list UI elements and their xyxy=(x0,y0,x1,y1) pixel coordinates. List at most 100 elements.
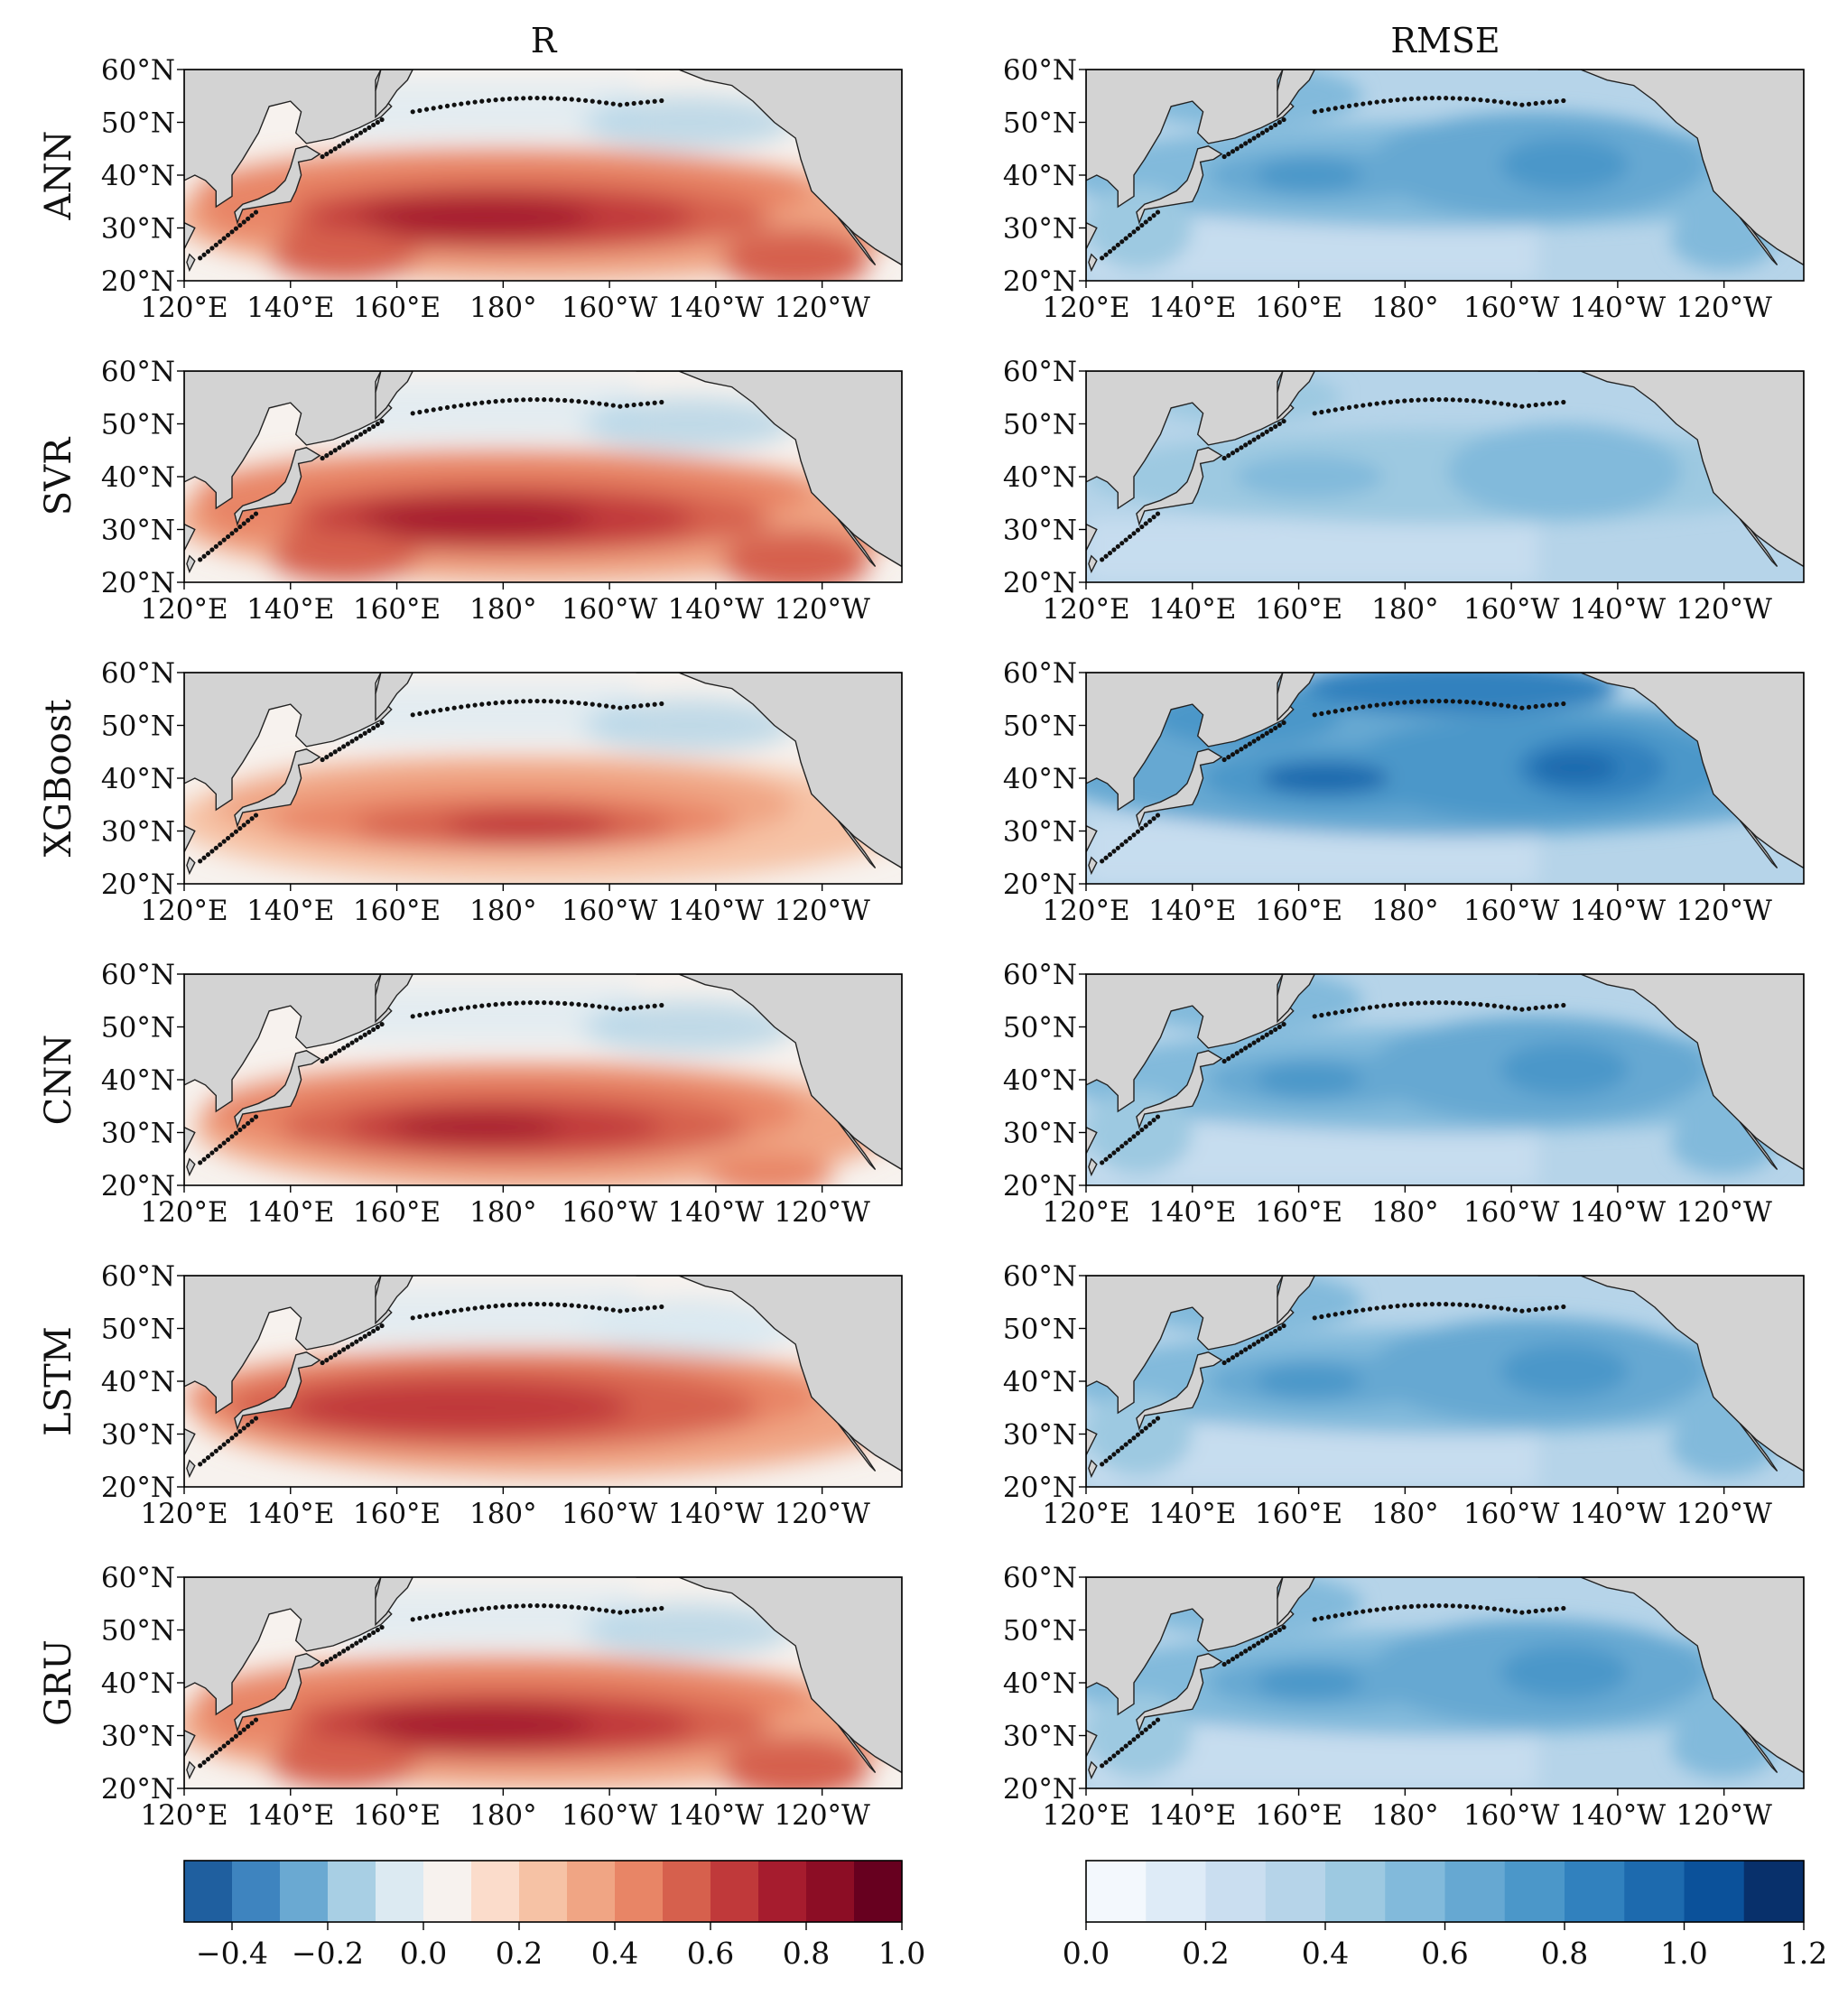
island-chain-1 xyxy=(1100,1416,1161,1467)
field-contour-4 xyxy=(391,1111,562,1144)
colorbar-swatch xyxy=(854,1861,903,1922)
lon-tick-label: 180° xyxy=(1371,1799,1439,1832)
lon-tick-label: 140°W xyxy=(1570,593,1667,626)
colorbar-tick-label: −0.4 xyxy=(196,1936,268,1971)
landmass-4 xyxy=(837,1121,877,1170)
island-chain-2 xyxy=(1221,1021,1286,1064)
landmass-1 xyxy=(184,523,196,582)
island-chain-2 xyxy=(320,1323,385,1366)
lat-tick-label: 20°N xyxy=(101,265,175,298)
lat-tick-label: 30°N xyxy=(1003,213,1077,246)
landmass-1 xyxy=(184,221,196,281)
lon-tick-label: 160°E xyxy=(1255,593,1342,626)
lat-tick-label: 30°N xyxy=(1003,515,1077,547)
lon-tick-label: 160°W xyxy=(1463,1196,1560,1229)
colorbar-tick-label: 0.0 xyxy=(1063,1936,1110,1971)
landmass-1 xyxy=(184,1427,196,1487)
row-label-lstm: LSTM xyxy=(38,1326,79,1436)
landmass-4 xyxy=(837,820,877,868)
landmass-6 xyxy=(1136,145,1223,225)
lon-tick-label: 180° xyxy=(469,1799,537,1832)
landmass-2 xyxy=(375,673,413,722)
lat-tick-label: 20°N xyxy=(101,868,175,901)
column-title-rmse: RMSE xyxy=(1390,21,1500,60)
landmass-4 xyxy=(837,1423,877,1472)
colorbar-swatch xyxy=(519,1861,568,1922)
lon-tick-label: 120°E xyxy=(1042,1498,1129,1530)
island-chain-0 xyxy=(410,95,664,115)
landmass-5 xyxy=(186,856,196,876)
landmass-6 xyxy=(1136,1351,1223,1431)
colorbar-swatch xyxy=(1385,1861,1446,1922)
lon-tick-label: 120°E xyxy=(1042,593,1129,626)
colorbar-tick-label: 1.2 xyxy=(1780,1936,1827,1971)
lon-tick-label: 120°E xyxy=(1042,1196,1129,1229)
lon-tick-label: 140°E xyxy=(1148,1799,1236,1832)
lat-tick-label: 40°N xyxy=(101,1366,175,1398)
lon-tick-label: 160°E xyxy=(353,1498,441,1530)
colorbar-swatch xyxy=(1444,1861,1506,1922)
lat-tick-label: 60°N xyxy=(1003,356,1077,388)
landmass-5 xyxy=(186,554,196,574)
lat-tick-label: 20°N xyxy=(101,1170,175,1202)
lat-tick-label: 50°N xyxy=(1003,409,1077,441)
row-label-cnn: CNN xyxy=(38,1035,79,1126)
rmse-colorbar: 0.0 0.2 0.4 0.6 0.8 1.0 1.2 xyxy=(1063,1860,1827,1971)
landmass-3 xyxy=(636,371,902,568)
landmass-6 xyxy=(1136,447,1223,526)
landmass-2 xyxy=(375,70,413,119)
lon-tick-label: 120°W xyxy=(1676,292,1772,324)
lon-tick-label: 160°E xyxy=(1255,1196,1342,1229)
island-chain-2 xyxy=(320,1624,385,1667)
lat-tick-label: 20°N xyxy=(1003,1472,1077,1504)
lon-tick-label: 140°W xyxy=(668,1799,765,1832)
landmass-3 xyxy=(1537,371,1804,568)
lat-tick-label: 40°N xyxy=(101,461,175,494)
lon-tick-label: 120°W xyxy=(774,1498,870,1530)
field-contour-5 xyxy=(269,529,419,582)
landmass-4 xyxy=(837,518,877,567)
landmass-3 xyxy=(1537,1577,1804,1774)
field-contour-4 xyxy=(1256,1063,1363,1096)
landmass-2 xyxy=(1277,1276,1315,1325)
island-chain-0 xyxy=(410,1602,664,1622)
field-contour-5 xyxy=(269,228,419,281)
colorbar-swatch xyxy=(1565,1861,1625,1922)
lon-tick-label: 140°W xyxy=(668,1196,765,1229)
lat-tick-label: 40°N xyxy=(101,160,175,192)
lon-tick-label: 120°E xyxy=(140,593,228,626)
landmass-3 xyxy=(1537,974,1804,1171)
landmass-2 xyxy=(375,1276,413,1325)
lon-tick-label: 120°E xyxy=(1042,1799,1129,1832)
lon-tick-label: 160°W xyxy=(1463,1498,1560,1530)
landmass-3 xyxy=(1537,1276,1804,1472)
field-contour-3 xyxy=(1500,1344,1629,1398)
landmass-2 xyxy=(1277,974,1315,1024)
landmass-1 xyxy=(1086,1729,1098,1788)
lat-tick-label: 30°N xyxy=(101,1419,175,1452)
landmass-3 xyxy=(636,974,902,1171)
colorbars: −0.4 −0.2 0.0 0.2 0.4 0.6 0.8 1.0 0.0 0.2 0.4 0.6 0.… xyxy=(183,1860,1827,1971)
landmass-5 xyxy=(186,1157,196,1177)
colorbar-tick-label: 1.0 xyxy=(1660,1936,1707,1971)
landmass-1 xyxy=(184,1126,196,1185)
colorbar-swatch xyxy=(184,1861,233,1922)
colorbar-swatch xyxy=(1624,1861,1685,1922)
lon-tick-label: 160°E xyxy=(1255,895,1342,927)
landmass-2 xyxy=(1277,1577,1315,1627)
field-contour-7 xyxy=(720,529,870,582)
lat-tick-label: 60°N xyxy=(1003,1260,1077,1293)
colorbar-swatch xyxy=(1684,1861,1745,1922)
landmass-1 xyxy=(1086,1126,1098,1185)
lon-tick-label: 120°W xyxy=(774,593,870,626)
colorbar-swatch xyxy=(423,1861,472,1922)
lon-tick-label: 140°E xyxy=(246,292,334,324)
landmass-3 xyxy=(1537,70,1804,266)
lon-tick-label: 160°W xyxy=(1463,593,1560,626)
field-contour-5 xyxy=(705,1153,833,1185)
lon-tick-label: 160°W xyxy=(1463,1799,1560,1832)
field-contour-4 xyxy=(1256,1365,1363,1398)
lat-tick-label: 20°N xyxy=(101,1773,175,1806)
